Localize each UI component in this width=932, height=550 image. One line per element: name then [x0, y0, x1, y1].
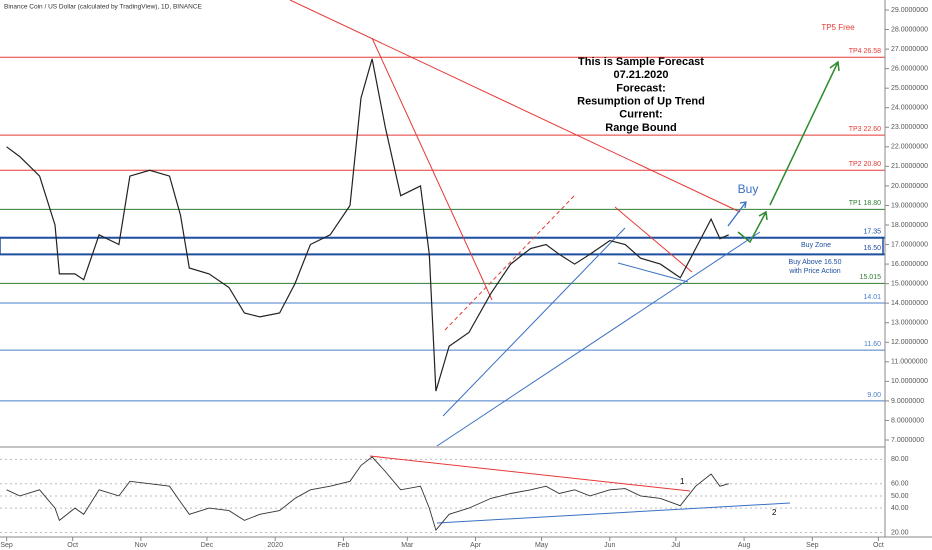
x-tick-label: 2020	[267, 542, 283, 549]
y2-tick-label: 40.00	[891, 505, 909, 512]
trend-line	[371, 37, 493, 301]
buy-above-label: Buy Above 16.50	[789, 259, 842, 266]
forecast-line: Forecast:	[616, 82, 666, 94]
trend-line	[617, 262, 689, 283]
y-tick-label: 10.0000000	[891, 378, 928, 385]
plot	[6, 58, 729, 532]
x-tick-label: Oct	[67, 542, 78, 549]
y-tick-label: 16.0000000	[891, 261, 928, 268]
buy-zone-label: Buy Zone	[801, 242, 831, 249]
y-tick-label: 14.0000000	[891, 300, 928, 307]
y-tick-label: 21.0000000	[891, 163, 928, 170]
y-tick-label: 18.0000000	[891, 222, 928, 229]
y2-tick-label: 20.00	[891, 529, 909, 536]
price-line	[6, 58, 729, 392]
y-tick-label: 28.0000000	[891, 26, 928, 33]
level-label: 11.60	[864, 341, 881, 348]
rsi-trend-line	[369, 455, 691, 492]
y-tick-label: 8.0000000	[891, 417, 924, 424]
forecast-line: 07.21.2020	[613, 69, 668, 81]
arrow-head	[758, 210, 768, 221]
level-label: 16.50	[863, 245, 881, 252]
level-label: 9.00	[867, 392, 881, 399]
arrow-head	[739, 201, 747, 209]
level-label: TP3 22.60	[849, 126, 881, 133]
y-tick-label: 20.0000000	[891, 183, 928, 190]
x-tick-label: May	[535, 542, 549, 549]
forecast-line: Current:	[619, 109, 662, 121]
forecast-line: This is Sample Forecast	[578, 56, 704, 68]
x-tick-label: Aug	[738, 542, 751, 549]
green-arrow	[737, 211, 767, 244]
tp5-label: TP5 Free	[821, 23, 855, 32]
trend-line	[614, 206, 693, 273]
x-tick-label: Feb	[337, 542, 349, 549]
rsi-line	[6, 456, 729, 532]
y-tick-label: 15.0000000	[891, 280, 928, 287]
x-tick-label: Nov	[135, 542, 148, 549]
rsi-note: 2	[772, 508, 777, 517]
x-tick-label: Oct	[873, 542, 884, 549]
level-label: TP2 20.80	[849, 161, 881, 168]
forecast-line: Resumption of Up Trend	[577, 96, 705, 108]
y-tick-label: 23.0000000	[891, 124, 928, 131]
forecast-line: Range Bound	[605, 122, 677, 134]
x-tick-label: Dec	[201, 542, 214, 549]
levels: TP4 26.58 TP3 22.60 TP2 20.80 TP1 18.80 17.3…	[0, 48, 885, 402]
trend-lines	[289, 0, 840, 524]
y2-tick-label: 50.00	[891, 493, 909, 500]
y-tick-label: 24.0000000	[891, 105, 928, 112]
x-tick-label: Jul	[671, 542, 680, 549]
y-tick-label: 9.0000000	[891, 398, 924, 405]
y-tick-label: 27.0000000	[891, 46, 928, 53]
x-tick-label: Jun	[604, 542, 615, 549]
y-tick-label: 25.0000000	[891, 85, 928, 92]
trend-line	[444, 194, 576, 331]
level-label: TP4 26.58	[849, 48, 881, 55]
y-tick-label: 13.0000000	[891, 320, 928, 327]
level-label: 17.35	[863, 229, 881, 236]
rsi-note: 1	[680, 477, 685, 486]
y-tick-label: 11.0000000	[891, 359, 928, 366]
buy-above-label: with Price Action	[788, 268, 840, 275]
y2-tick-label: 80.00	[891, 456, 909, 463]
x-tick-label: Apr	[470, 542, 482, 549]
trend-line	[436, 231, 761, 447]
x-tick-label: Sep	[806, 542, 819, 549]
y-tick-label: 12.0000000	[891, 339, 928, 346]
y-tick-label: 26.0000000	[891, 65, 928, 72]
y-tick-label: 29.0000000	[891, 7, 928, 14]
arrow-head	[829, 60, 840, 72]
y-tick-label: 19.0000000	[891, 202, 928, 209]
trend-line	[289, 0, 741, 213]
forecast-note: This is Sample Forecast07.21.2020Forecas…	[577, 56, 705, 134]
x-tick-label: Sep	[0, 542, 13, 549]
green-arrow	[769, 61, 839, 206]
level-label: 14.01	[863, 294, 881, 301]
y2-tick-label: 60.00	[891, 481, 909, 488]
level-label: 15.015	[860, 274, 882, 281]
chart-title: Binance Coin / US Dollar (calculated by …	[4, 4, 203, 11]
y-tick-label: 17.0000000	[891, 241, 928, 248]
level-label: TP1 18.80	[849, 200, 881, 207]
buy-zone	[0, 236, 884, 256]
rsi-trend-line	[436, 502, 791, 524]
y-tick-label: 22.0000000	[891, 144, 928, 151]
buy-arrow	[727, 201, 747, 227]
x-tick-label: Mar	[401, 542, 414, 549]
y-tick-label: 7.0000000	[891, 437, 924, 444]
grid: 7.0000000 8.0000000 9.0000000 10.0000000 11.…	[0, 7, 928, 549]
buy-label: Buy	[738, 182, 759, 196]
trend-line	[442, 227, 626, 417]
